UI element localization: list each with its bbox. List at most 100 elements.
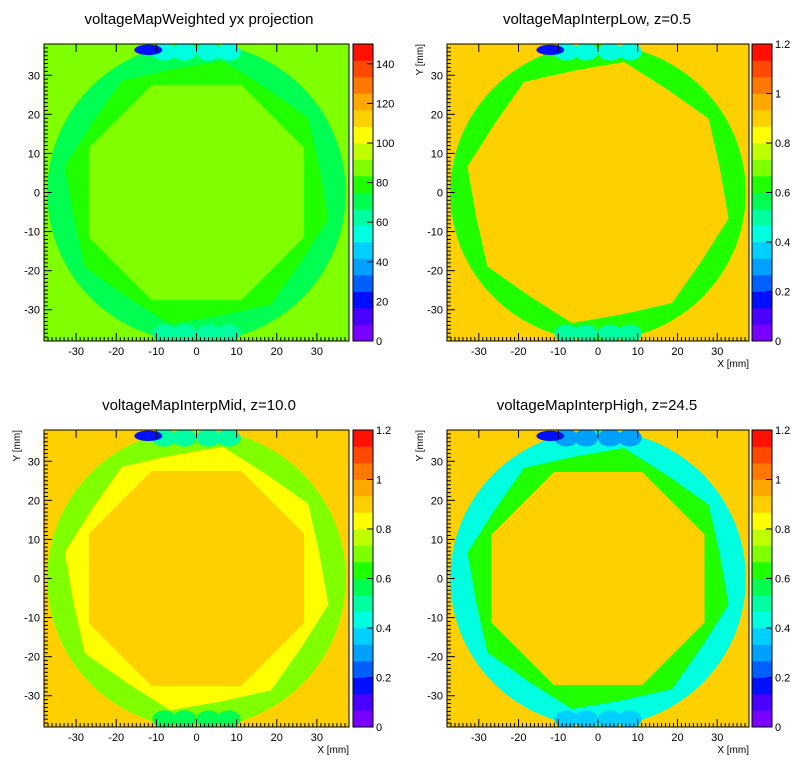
- heatmap-bottom-blob: [152, 324, 177, 341]
- x-tick-label: -20: [511, 346, 527, 358]
- x-tick-label: -20: [511, 732, 527, 744]
- y-tick-label: 10: [431, 534, 443, 546]
- colorbar-segment: [353, 545, 373, 563]
- colorbar-segment: [752, 562, 772, 579]
- colorbar-segment: [353, 446, 373, 464]
- y-tick-label: 20: [431, 495, 443, 507]
- heatmap-low-spot: [134, 430, 163, 442]
- y-tick-label: 20: [431, 109, 443, 121]
- colorbar-segment: [353, 291, 373, 309]
- colorbar-segment: [752, 242, 772, 259]
- colorbar-segment: [353, 44, 373, 61]
- heatmap-top-blob: [172, 430, 197, 447]
- colorbar-segment: [752, 159, 772, 177]
- y-tick-label: 10: [431, 148, 443, 160]
- x-tick-label: 10: [632, 732, 644, 744]
- heatmap-top-blob: [196, 430, 221, 447]
- colorbar-segment: [353, 611, 373, 629]
- x-tick-label: 20: [671, 732, 683, 744]
- colorbar-segment: [353, 430, 373, 447]
- heatmap-bottom-blob: [196, 324, 221, 341]
- colorbar-segment: [353, 225, 373, 243]
- colorbar-tick-label: 20: [376, 296, 388, 308]
- colorbar-segment: [752, 308, 772, 325]
- y-tick-label: 0: [437, 188, 443, 200]
- y-tick-label: 10: [28, 534, 40, 546]
- x-tick-label: -30: [68, 346, 84, 358]
- colorbar-tick-label: 0.8: [775, 524, 790, 536]
- y-tick-label: 30: [28, 70, 40, 82]
- x-tick-label: 20: [671, 346, 683, 358]
- panel-voltage-map-interp-low: voltageMapInterpLow, z=0.5 -30 -20 -10 0 10 2…: [415, 11, 790, 370]
- y-tick-label: 0: [437, 574, 443, 586]
- colorbar-segment: [752, 628, 772, 645]
- colorbar-segment: [353, 308, 373, 325]
- heatmap-bottom-blob: [152, 710, 177, 727]
- heatmap-area: [44, 44, 349, 341]
- y-axis-label: Y [mm]: [415, 44, 426, 76]
- x-tick-label: -20: [108, 346, 124, 358]
- colorbar-segment: [752, 496, 772, 513]
- colorbar-tick-label: 1: [775, 475, 781, 487]
- y-tick-label: 30: [28, 456, 40, 468]
- colorbar-segment: [752, 258, 772, 276]
- y-tick-label: -10: [427, 227, 443, 239]
- heatmap-disk-center: [88, 470, 305, 687]
- heatmap-bottom-blob: [554, 710, 579, 727]
- colorbar-tick-label: 0.4: [376, 623, 391, 635]
- colorbar-segment: [353, 578, 373, 596]
- x-axis-label: X [mm]: [717, 359, 749, 370]
- colorbar-segment: [752, 578, 772, 596]
- heatmap-top-blob: [172, 44, 197, 61]
- y-tick-label: 0: [34, 574, 40, 586]
- heatmap-bottom-blob: [196, 710, 221, 727]
- colorbar-segment: [353, 192, 373, 210]
- heatmap-bottom-blob: [172, 324, 197, 341]
- colorbar-tick-label: 0.2: [775, 673, 790, 685]
- x-tick-label: 20: [271, 346, 283, 358]
- colorbar-tick-label: 0.2: [775, 287, 790, 299]
- colorbar-tick-label: 0: [775, 722, 781, 734]
- colorbar-tick-label: 1.2: [376, 425, 391, 437]
- colorbar-segment: [353, 529, 373, 546]
- colorbar-segment: [752, 710, 772, 728]
- x-tick-label: -10: [148, 732, 164, 744]
- colorbar-tick-label: 0.2: [376, 673, 391, 685]
- y-tick-label: -10: [427, 613, 443, 625]
- colorbar-segment: [752, 430, 772, 447]
- colorbar-tick-label: 0.6: [376, 574, 391, 586]
- panel-voltage-map-interp-mid: voltageMapInterpMid, z=10.0 -30 -20 -10 0 10…: [12, 397, 391, 756]
- colorbar-segment: [353, 77, 373, 94]
- colorbar-tick-label: 1: [775, 89, 781, 101]
- colorbar-segment: [752, 661, 772, 678]
- heatmap-bottom-blob: [554, 324, 579, 341]
- colorbar-segment: [752, 529, 772, 546]
- x-tick-label: -30: [471, 732, 487, 744]
- x-tick-label: -10: [550, 346, 566, 358]
- x-tick-label: 20: [271, 732, 283, 744]
- colorbar-segment: [353, 242, 373, 259]
- panel-title: voltageMapInterpLow, z=0.5: [503, 11, 691, 28]
- heatmap-top-blob: [617, 44, 642, 61]
- colorbar-segment: [353, 275, 373, 292]
- colorbar-tick-label: 0: [376, 722, 382, 734]
- colorbar-segment: [353, 209, 373, 226]
- colorbar-tick-label: 80: [376, 178, 388, 190]
- heatmap-top-blob: [598, 430, 622, 447]
- heatmap-bottom-blob: [216, 324, 241, 341]
- x-tick-label: 0: [193, 346, 199, 358]
- y-tick-label: 0: [34, 188, 40, 200]
- colorbar-segment: [353, 176, 373, 193]
- y-tick-label: -20: [427, 652, 443, 664]
- colorbar-segment: [752, 60, 772, 78]
- colorbar-segment: [353, 324, 373, 342]
- heatmap-bottom-blob: [172, 710, 197, 727]
- colorbar-segment: [353, 595, 373, 612]
- colorbar-tick-label: 0: [376, 336, 382, 348]
- colorbar-segment: [752, 512, 772, 530]
- colorbar-segment: [752, 225, 772, 243]
- colorbar-segment: [752, 275, 772, 292]
- y-axis-label: Y [mm]: [12, 430, 23, 462]
- y-tick-label: 30: [431, 70, 443, 82]
